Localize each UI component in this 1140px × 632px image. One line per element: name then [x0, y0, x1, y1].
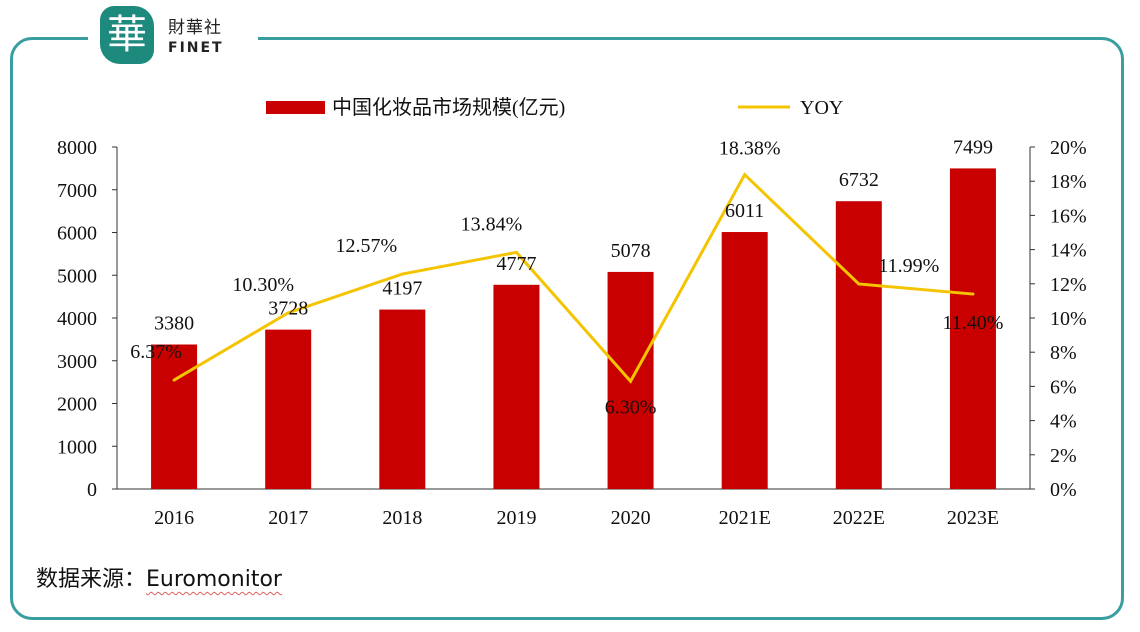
yoy-point	[172, 378, 176, 382]
yoy-line	[173, 172, 974, 384]
x-tick-label: 2017	[268, 507, 308, 529]
left-tick-label: 2000	[57, 394, 97, 416]
x-tick-label: 2020	[611, 507, 651, 529]
x-tick-label: 2019	[496, 507, 536, 529]
yoy-point	[743, 173, 747, 177]
bar-2016	[151, 344, 198, 489]
bar-value-label: 7499	[953, 136, 993, 158]
yoy-point	[971, 292, 975, 296]
right-tick-label: 6%	[1050, 376, 1077, 398]
x-tick-label: 2016	[154, 507, 194, 529]
right-tick-label: 14%	[1050, 240, 1087, 262]
source-value: Euromonitor	[146, 567, 282, 592]
left-tick-label: 0	[87, 479, 97, 501]
source-label: 数据来源：	[36, 567, 147, 592]
right-tick-label: 8%	[1050, 342, 1077, 364]
source-note: 数据来源：Euromonitor	[36, 561, 282, 593]
bar-2021E	[721, 232, 768, 489]
bar-value-label: 3380	[154, 313, 194, 335]
x-tick-label: 2021E	[719, 507, 771, 529]
yoy-value-label: 11.99%	[878, 255, 939, 277]
bar-2022E	[835, 201, 882, 489]
bar-2017	[265, 329, 312, 489]
bar-value-label: 6732	[839, 169, 879, 191]
bar-2019	[493, 284, 540, 489]
yoy-value-label: 6.37%	[130, 341, 182, 363]
yoy-point	[857, 282, 861, 286]
right-tick-label: 4%	[1050, 411, 1077, 433]
left-tick-label: 7000	[57, 180, 97, 202]
yoy-point	[286, 311, 290, 315]
x-tick-label: 2018	[382, 507, 422, 529]
x-tick-label: 2022E	[833, 507, 885, 529]
bar-2023E	[949, 168, 996, 489]
finet-logo-mark: 華	[100, 6, 154, 64]
yoy-point	[629, 379, 633, 383]
left-tick-label: 8000	[57, 137, 97, 159]
bar-value-label: 3728	[268, 298, 308, 320]
yoy-value-label: 11.40%	[942, 312, 1003, 334]
right-tick-label: 18%	[1050, 171, 1087, 193]
yoy-point	[400, 272, 404, 276]
right-tick-label: 0%	[1050, 479, 1077, 501]
yoy-value-label: 10.30%	[232, 274, 294, 296]
legend-line-label: YOY	[800, 97, 843, 119]
left-tick-label: 5000	[57, 265, 97, 287]
right-tick-label: 10%	[1050, 308, 1087, 330]
right-tick-label: 20%	[1050, 137, 1087, 159]
yoy-point	[514, 250, 518, 254]
bar-2018	[379, 309, 426, 489]
logo-text-cn: 財華社	[168, 18, 222, 38]
yoy-value-label: 12.57%	[335, 235, 397, 257]
right-tick-label: 12%	[1050, 274, 1087, 296]
chart-frame	[10, 37, 1124, 620]
left-tick-label: 3000	[57, 351, 97, 373]
right-tick-label: 16%	[1050, 205, 1087, 227]
legend-bar-swatch	[266, 101, 325, 114]
bar-value-label: 4197	[382, 278, 422, 300]
yoy-value-label: 13.84%	[461, 213, 523, 235]
bar-value-label: 4777	[496, 253, 536, 275]
bar-value-label: 6011	[725, 200, 764, 222]
yoy-value-label: 18.38%	[719, 138, 781, 160]
right-tick-label: 2%	[1050, 445, 1077, 467]
bar-value-label: 5078	[611, 240, 651, 262]
yoy-value-label: 6.30%	[605, 396, 657, 418]
left-tick-label: 1000	[57, 436, 97, 458]
logo-text-en: FINET	[168, 40, 224, 56]
left-tick-label: 6000	[57, 223, 97, 245]
x-tick-label: 2023E	[947, 507, 999, 529]
legend-bar-label: 中国化妆品市场规模(亿元)	[332, 96, 565, 119]
left-tick-label: 4000	[57, 308, 97, 330]
